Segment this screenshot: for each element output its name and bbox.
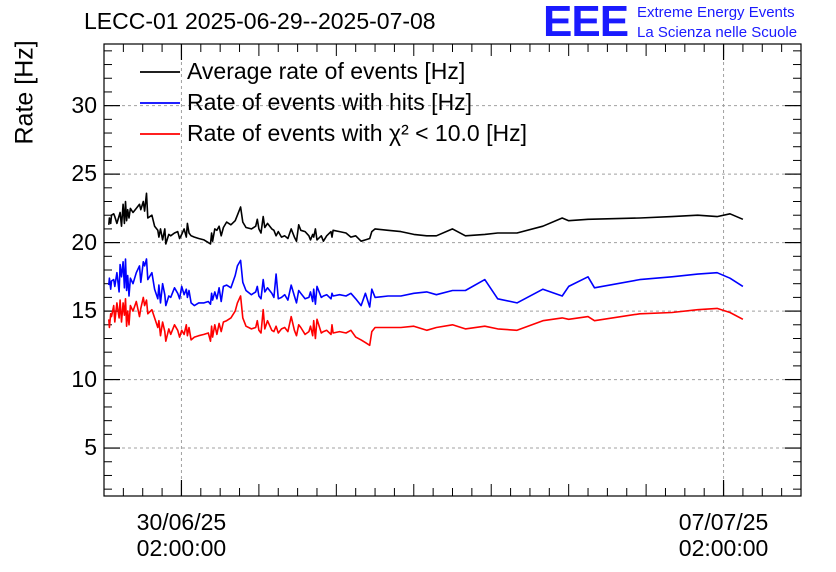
legend-label-chi2: Rate of events with χ² < 10.0 [Hz]: [187, 120, 527, 146]
logo-line-1: Extreme Energy Events: [637, 4, 795, 21]
x-tick-date: 30/06/25: [136, 509, 227, 535]
series-line-average: [108, 192, 744, 245]
x-tick-label: 07/07/25 02:00:00: [654, 509, 794, 561]
grid-lines: [104, 44, 801, 496]
x-tick-time: 02:00:00: [136, 535, 227, 561]
x-tick-time: 02:00:00: [678, 535, 769, 561]
axis-ticks: [103, 44, 802, 496]
logo-line-2: La Scienza nelle Scuole: [637, 24, 798, 41]
y-tick-label: 5: [84, 434, 97, 461]
y-tick-label: 20: [71, 228, 97, 255]
y-tick-label: 30: [71, 91, 97, 118]
y-axis-label: Rate [Hz]: [10, 40, 39, 145]
eee-logo: EEE: [543, 0, 629, 46]
legend-label-average: Average rate of events [Hz]: [187, 58, 466, 84]
y-tick-label: 15: [71, 297, 97, 324]
y-tick-label: 25: [71, 160, 97, 187]
legend-swatches: [140, 71, 180, 135]
x-tick-date: 07/07/25: [678, 509, 769, 535]
chart-title: LECC-01 2025-06-29--2025-07-08: [84, 8, 436, 34]
x-tick-label: 30/06/25 02:00:00: [111, 509, 251, 561]
y-tick-label: 10: [71, 365, 97, 392]
legend-label-hits: Rate of events with hits [Hz]: [187, 89, 473, 115]
data-series: [108, 192, 744, 347]
series-line-hits: [108, 258, 744, 308]
series-line-chi2: [108, 295, 744, 347]
